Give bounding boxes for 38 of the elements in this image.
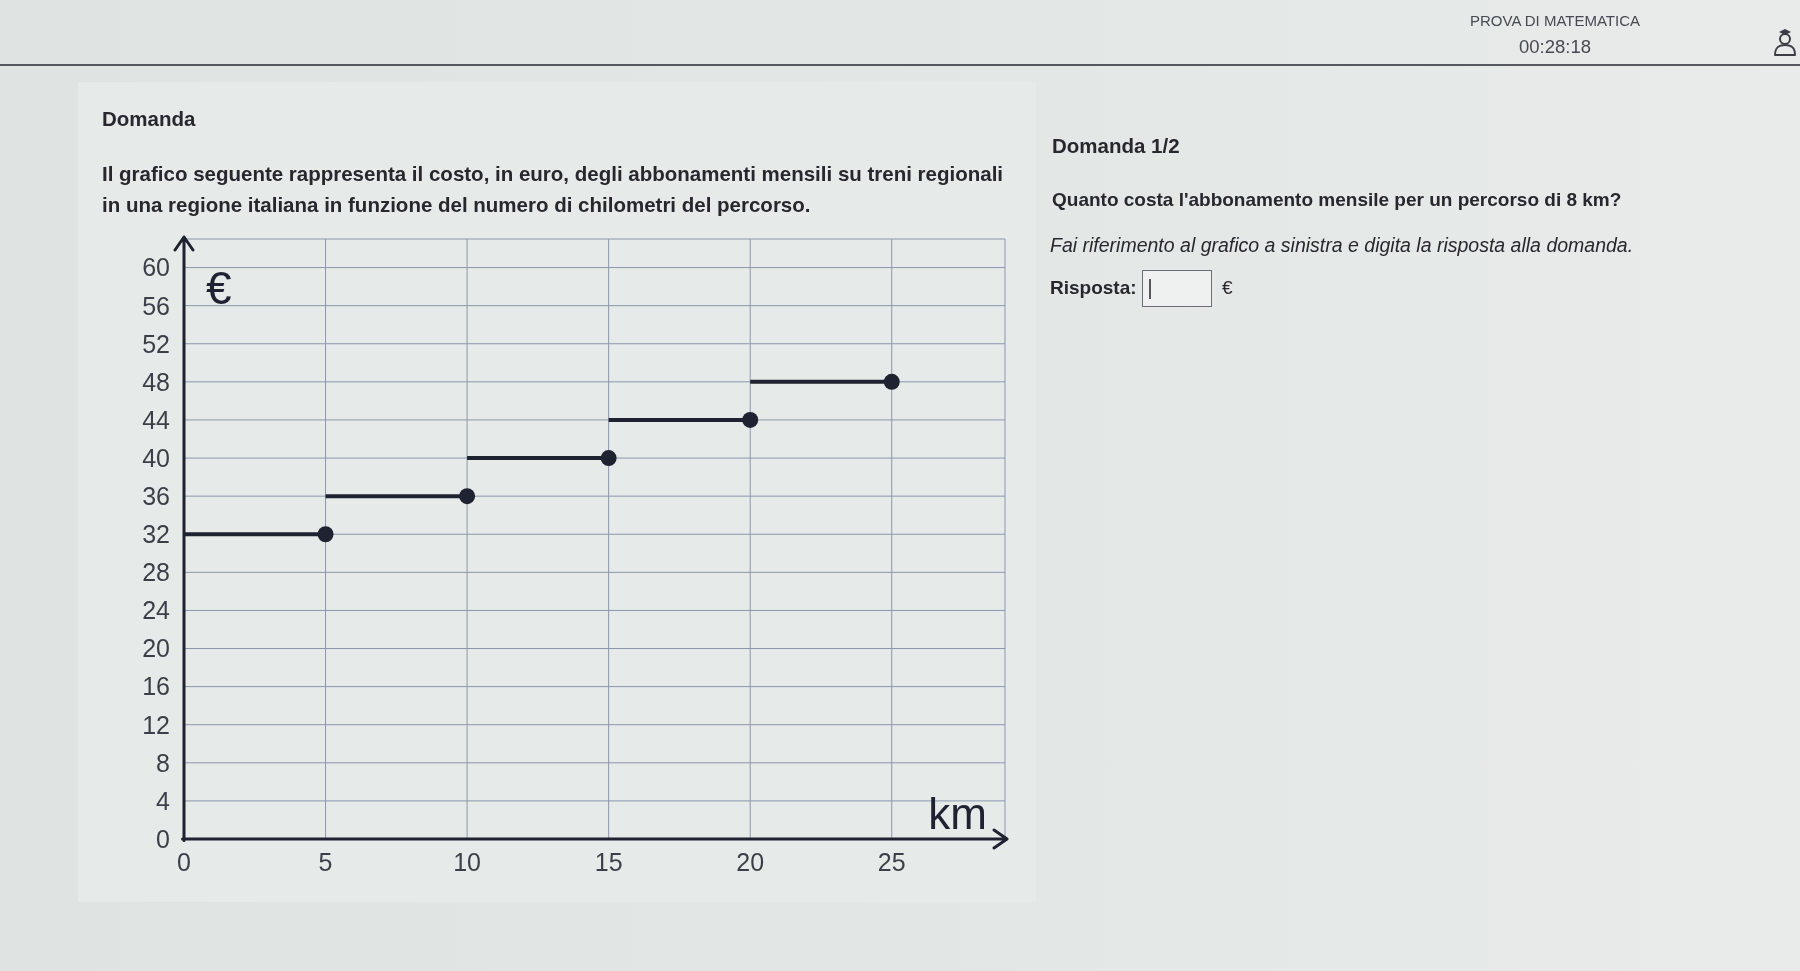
- text: Risposta:: [1050, 277, 1137, 299]
- point: [459, 488, 476, 505]
- text: Domanda 1/2: [1052, 134, 1180, 158]
- y-tick-label: 4: [156, 786, 171, 815]
- text: 00:28:18: [1518, 36, 1592, 58]
- y-tick-label: 20: [142, 634, 170, 663]
- chart-title: Domanda: [102, 107, 196, 131]
- text: €: [1222, 277, 1233, 299]
- point: [317, 526, 334, 543]
- y-tick-label: 40: [142, 443, 170, 472]
- y-tick-label: 60: [142, 253, 170, 282]
- y-tick-label: 12: [142, 710, 170, 739]
- x-tick-label: 25: [877, 847, 906, 876]
- y-tick-label: 16: [142, 672, 170, 701]
- text: Fai riferimento al grafico a sinistra e digita la risposta alla domanda.: [1050, 234, 1634, 257]
- y-tick-label: 32: [142, 520, 170, 549]
- y-axis-title: €: [206, 262, 232, 314]
- y-tick-label: 0: [156, 824, 170, 853]
- y-tick-label: 56: [142, 291, 170, 320]
- text: Quanto costa l'abbonamento mensile per un percorso di 8 km?: [1052, 189, 1622, 211]
- text: PROVA DI MATEMATICA: [1469, 12, 1641, 29]
- chart-subtitle: Il grafico seguente rappresenta il costo, in euro, degli abbonamenti mensili su treni regionali in una regione italiana in funzione del numero di chilometri del percorso.: [102, 161, 1005, 218]
- y-tick-label: 44: [142, 405, 171, 434]
- point: [600, 450, 617, 467]
- x-tick-label: 5: [318, 847, 333, 876]
- x-tick-label: 15: [594, 847, 623, 876]
- x-tick-label: 20: [736, 847, 765, 876]
- y-tick-label: 48: [142, 367, 170, 396]
- point: [742, 411, 759, 428]
- y-tick-label: 52: [142, 329, 170, 358]
- y-tick-label: 24: [142, 596, 171, 625]
- x-tick-label: 0: [177, 847, 191, 876]
- y-tick-label: 8: [156, 748, 170, 777]
- y-tick-label: 36: [142, 482, 170, 511]
- x-axis-title: km: [928, 789, 987, 838]
- point: [883, 373, 900, 390]
- x-tick-label: 10: [453, 847, 482, 876]
- y-tick-label: 28: [142, 558, 170, 587]
